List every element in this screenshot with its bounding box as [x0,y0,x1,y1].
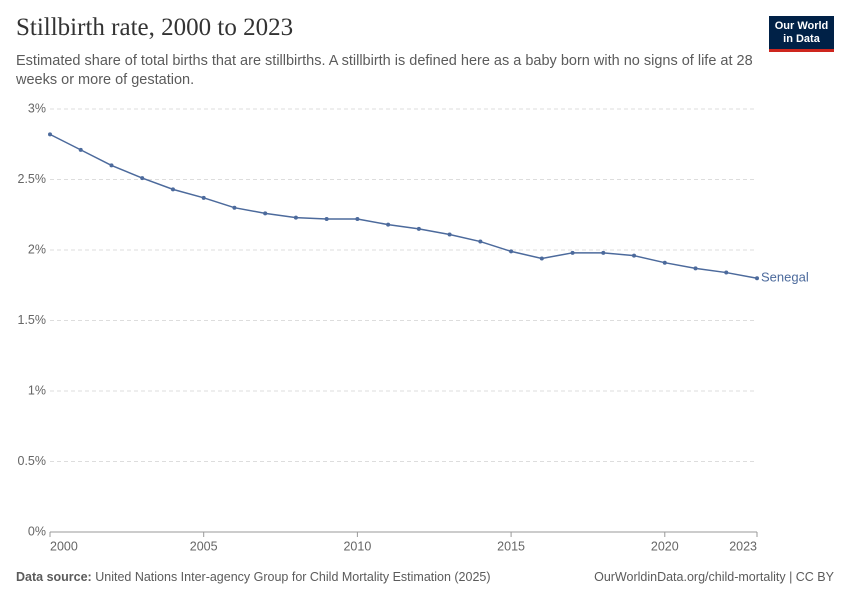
logo[interactable]: Our World in Data [769,16,834,52]
logo-line: in Data [783,32,820,45]
y-tick-label: 0% [28,524,46,538]
source: Data source: United Nations Inter-agency… [16,570,491,584]
x-tick-label: 2023 [729,539,757,553]
point [78,147,83,152]
point [48,132,52,137]
point [601,250,606,255]
point [201,195,206,200]
point [416,226,421,231]
y-tick-label: 3% [28,101,46,115]
point [109,163,114,168]
point [355,216,360,221]
x-tick-label: 2010 [343,539,371,553]
y-tick-label: 2% [28,242,46,256]
chart: 0% 0.5% 1% 1.5% 2% 2.5% 3% 2000 2005 2010 2015 2020… [18,101,809,553]
x-tick-label: 2005 [190,539,218,553]
logo-line: Our World [774,20,829,32]
y-tick-label: 1.5% [18,313,47,327]
credit[interactable]: OurWorldinData.org/child-mortality | CC … [594,570,834,584]
point [755,276,759,281]
source-label: Data source: [16,570,92,584]
point [170,187,175,192]
chart-subtitle: Estimated share of total births that are… [16,53,753,88]
source-text: United Nations Inter-agency Group for Ch… [95,570,491,584]
point [662,260,667,265]
point [509,249,514,254]
y-tick-label: 2.5% [18,172,47,186]
x-tick-label: 2000 [50,539,78,553]
point [478,239,483,244]
line [49,133,758,279]
point [324,216,329,221]
point [140,176,145,181]
series-label: Senegal [761,270,809,285]
chart-title: Stillbirth rate, 2000 to 2023 [16,14,294,41]
x-tick-label: 2020 [651,539,679,553]
point [539,256,544,261]
point [263,211,268,216]
point [570,250,575,255]
y-tick-label: 1% [28,383,46,397]
point [693,266,698,271]
x-tick-label: 2015 [497,539,525,553]
point [724,270,729,275]
point [386,222,391,227]
point [632,253,637,258]
point [293,215,298,220]
y-tick-label: 0.5% [18,454,47,468]
point [447,232,452,237]
point [232,205,237,210]
